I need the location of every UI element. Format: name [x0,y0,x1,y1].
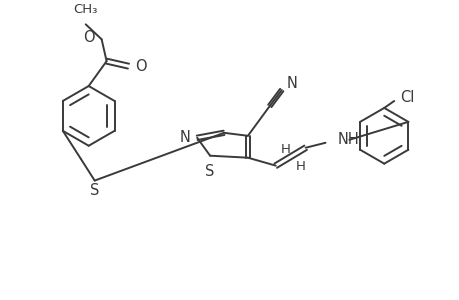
Text: H: H [295,160,305,173]
Text: O: O [83,30,95,45]
Text: N: N [179,130,190,145]
Text: H: H [280,143,290,156]
Text: CH₃: CH₃ [73,3,98,16]
Text: S: S [205,164,214,179]
Text: S: S [90,183,99,198]
Text: N: N [286,76,297,91]
Text: Cl: Cl [399,91,414,106]
Text: NH: NH [337,132,358,147]
Text: O: O [135,58,147,74]
